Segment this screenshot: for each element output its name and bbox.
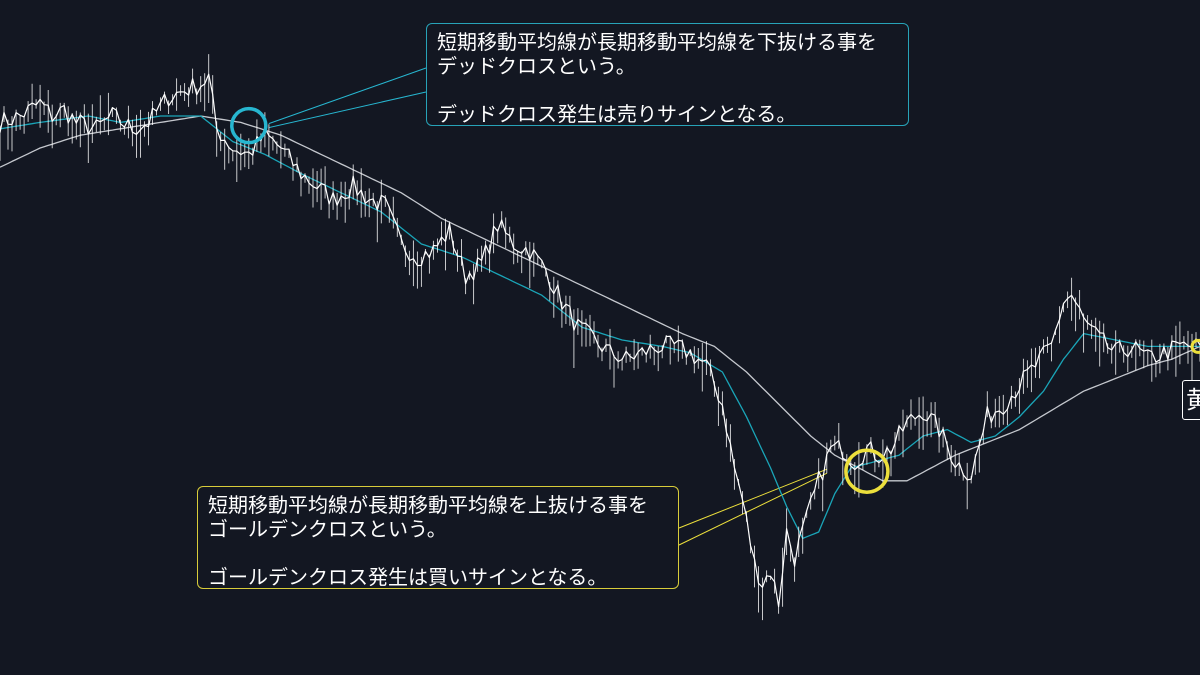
edge-label: 黄	[1182, 380, 1200, 420]
chart-series	[0, 54, 1200, 621]
edge-cross-marker	[1190, 338, 1200, 354]
dead-cross-text-line3: デッドクロス発生は売りサインとなる。	[437, 102, 797, 126]
golden-cross-text-line2: ゴールデンクロスという。	[208, 517, 447, 541]
short-ma-line	[0, 115, 1200, 540]
price-line	[0, 73, 1200, 608]
dead-cross-leader	[268, 67, 427, 129]
golden-cross-leader	[678, 468, 828, 546]
leader-lines	[268, 67, 828, 546]
cross-markers	[230, 106, 1200, 494]
golden-cross-callout: 短期移動平均線が長期移動平均線を上抜ける事を ゴールデンクロスという。 ゴールデ…	[197, 486, 679, 589]
dead-cross-text-line2: デッドクロスという。	[437, 54, 636, 78]
dead-cross-text-line1: 短期移動平均線が長期移動平均線を下抜ける事を	[437, 30, 877, 54]
golden-cross-text-line1: 短期移動平均線が長期移動平均線を上抜ける事を	[208, 493, 648, 517]
dead-cross-marker	[230, 106, 268, 145]
dead-cross-callout: 短期移動平均線が長期移動平均線を下抜ける事を デッドクロスという。 デッドクロス…	[426, 23, 909, 126]
golden-cross-marker	[844, 448, 890, 494]
golden-cross-text-line3: ゴールデンクロス発生は買いサインとなる。	[208, 565, 608, 589]
